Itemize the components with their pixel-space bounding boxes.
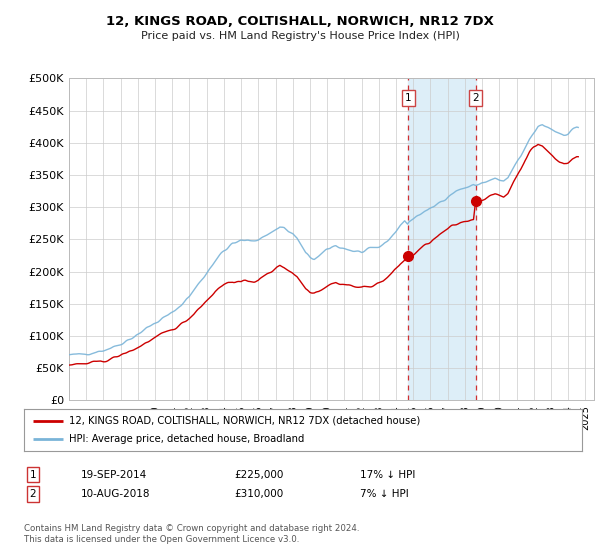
Text: 12, KINGS ROAD, COLTISHALL, NORWICH, NR12 7DX: 12, KINGS ROAD, COLTISHALL, NORWICH, NR1… [106,15,494,28]
Text: HPI: Average price, detached house, Broadland: HPI: Average price, detached house, Broa… [69,434,304,444]
Text: 10-AUG-2018: 10-AUG-2018 [81,489,151,499]
Text: 19-SEP-2014: 19-SEP-2014 [81,470,147,480]
Text: £225,000: £225,000 [234,470,283,480]
Bar [409,78,476,400]
Text: £310,000: £310,000 [234,489,283,499]
Text: 7% ↓ HPI: 7% ↓ HPI [360,489,409,499]
Text: 2: 2 [472,93,479,102]
Text: Contains HM Land Registry data © Crown copyright and database right 2024.
This d: Contains HM Land Registry data © Crown c… [24,524,359,544]
Text: 1: 1 [29,470,37,480]
Text: 1: 1 [405,93,412,102]
Text: Price paid vs. HM Land Registry's House Price Index (HPI): Price paid vs. HM Land Registry's House … [140,31,460,41]
Text: 17% ↓ HPI: 17% ↓ HPI [360,470,415,480]
Text: 2: 2 [29,489,37,499]
Text: 12, KINGS ROAD, COLTISHALL, NORWICH, NR12 7DX (detached house): 12, KINGS ROAD, COLTISHALL, NORWICH, NR1… [69,416,420,426]
